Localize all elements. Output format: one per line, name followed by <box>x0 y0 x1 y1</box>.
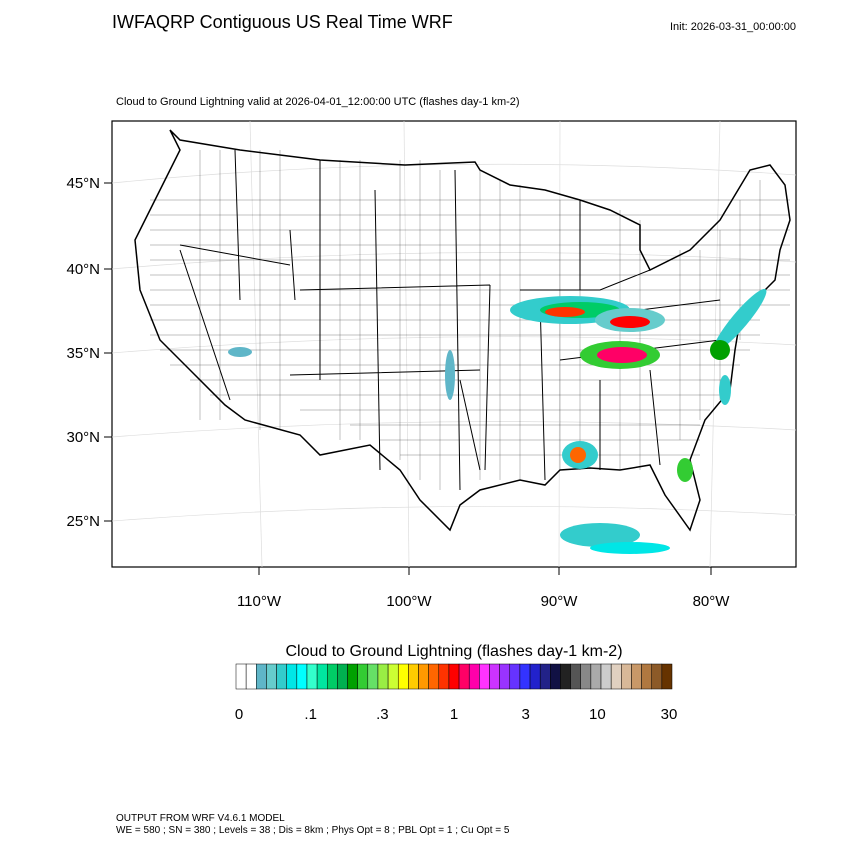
colorbar-swatch <box>286 663 298 690</box>
lat-label: 35°N <box>66 345 100 362</box>
colorbar-label: .1 <box>304 706 317 723</box>
colorbar-swatch <box>428 663 440 690</box>
colorbar-swatch <box>266 663 277 690</box>
colorbar-swatch <box>631 663 642 690</box>
colorbar-label: 3 <box>521 706 529 723</box>
colorbar-label: 0 <box>235 706 243 723</box>
colorbar-swatch <box>418 663 429 690</box>
colorbar-swatch <box>529 663 541 690</box>
colorbar-title: Cloud to Ground Lightning (flashes day-1… <box>285 643 622 660</box>
colorbar-swatch <box>610 663 622 690</box>
colorbar-swatch <box>590 663 602 690</box>
colorbar-swatch <box>621 663 632 690</box>
colorbar-swatch <box>509 663 521 690</box>
colorbar-label: 10 <box>589 706 606 723</box>
colorbar-swatch <box>337 663 348 690</box>
colorbar-swatch <box>235 663 247 690</box>
footer-line: OUTPUT FROM WRF V4.6.1 MODEL <box>116 813 285 824</box>
colorbar-swatch <box>327 663 338 690</box>
lightning <box>228 288 767 554</box>
colorbar-swatch <box>489 663 500 690</box>
lat-label: 25°N <box>66 513 100 530</box>
colorbar-swatch <box>479 663 490 690</box>
subtitle: Cloud to Ground Lightning valid at 2026-… <box>116 96 520 108</box>
colorbar-swatch <box>570 663 581 690</box>
colorbar-swatch <box>448 663 460 690</box>
colorbar-swatch <box>357 663 369 690</box>
colorbar-swatch <box>347 663 358 690</box>
colorbar-swatch <box>550 663 561 690</box>
colorbar-swatch <box>377 663 389 690</box>
colorbar-swatch <box>641 663 652 690</box>
colorbar-swatch <box>458 663 470 690</box>
colorbar-swatch <box>539 663 551 690</box>
colorbar-swatch <box>397 663 409 690</box>
colorbar-label: 30 <box>661 706 678 723</box>
lat-label: 30°N <box>66 429 100 446</box>
colorbar-swatch <box>438 663 450 690</box>
colorbar-swatch <box>316 663 328 690</box>
colorbar-label: .3 <box>376 706 389 723</box>
colorbar-swatch <box>560 663 571 690</box>
colorbar-swatch <box>661 663 673 690</box>
lon-label: 90°W <box>541 593 579 610</box>
lat-label: 45°N <box>66 175 100 192</box>
footer-line: WE = 580 ; SN = 380 ; Levels = 38 ; Dis … <box>116 825 510 836</box>
colorbar-label: 1 <box>450 706 458 723</box>
colorbar-swatch <box>276 663 287 690</box>
colorbar-swatch <box>499 663 511 690</box>
lon-label: 110°W <box>237 593 282 610</box>
colorbar-swatch <box>367 663 379 690</box>
colorbar-swatch <box>306 663 318 690</box>
colorbar-swatch <box>256 663 267 690</box>
colorbar-swatch <box>580 663 592 690</box>
lon-label: 80°W <box>693 593 731 610</box>
colorbar-swatch <box>468 663 480 690</box>
colorbar-swatch <box>519 663 531 690</box>
colorbar-swatch <box>387 663 399 690</box>
map <box>111 120 797 568</box>
init-time: Init: 2026-03-31_00:00:00 <box>670 21 796 33</box>
lon-label: 100°W <box>386 593 432 610</box>
colorbar-swatch <box>245 663 257 690</box>
colorbar-swatch <box>408 663 419 690</box>
colorbar-swatch <box>651 663 663 690</box>
colorbar-swatch <box>296 663 308 690</box>
title: IWFAQRP Contiguous US Real Time WRF <box>112 12 453 32</box>
lat-label: 40°N <box>66 261 100 278</box>
colorbar-swatch <box>600 663 612 690</box>
